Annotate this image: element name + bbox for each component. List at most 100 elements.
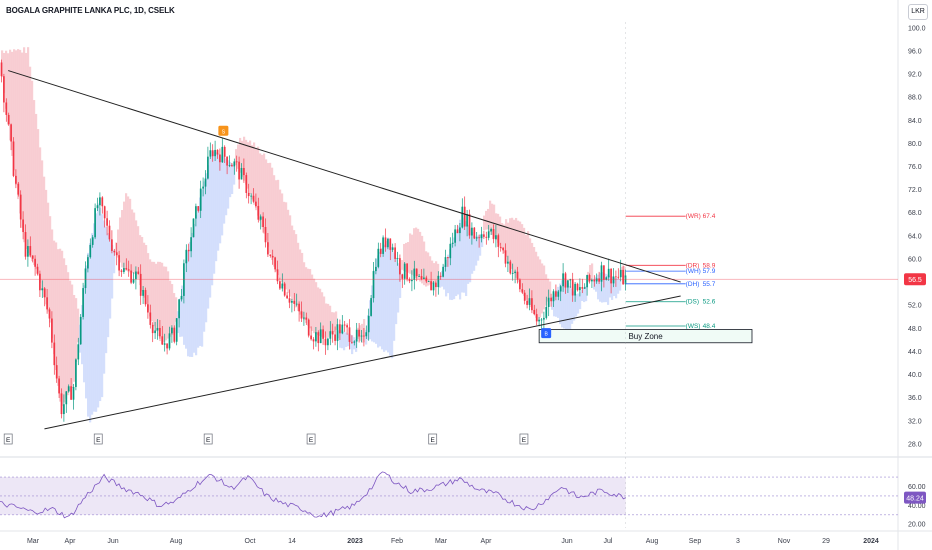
candle-up[interactable]: [79, 316, 82, 345]
candle-down[interactable]: [7, 114, 10, 125]
candle-down[interactable]: [535, 314, 538, 322]
candle-up[interactable]: [67, 386, 70, 392]
rsi-line[interactable]: [0, 471, 626, 519]
candle-down[interactable]: [425, 277, 428, 282]
candle-down[interactable]: [51, 318, 53, 343]
candle-up[interactable]: [507, 261, 509, 264]
candle-up[interactable]: [87, 257, 89, 269]
candle-down[interactable]: [276, 269, 279, 282]
candle-down[interactable]: [147, 304, 149, 313]
candle-up[interactable]: [487, 231, 490, 238]
candle-down[interactable]: [231, 165, 233, 167]
candle-down[interactable]: [34, 258, 36, 267]
buy-zone-box[interactable]: [538, 329, 753, 344]
candle-up[interactable]: [77, 344, 80, 360]
candle-up[interactable]: [214, 149, 216, 157]
candle-down[interactable]: [593, 279, 596, 282]
candle-down[interactable]: [399, 258, 401, 275]
candle-down[interactable]: [130, 270, 132, 283]
candle-down[interactable]: [550, 297, 552, 302]
candle-up[interactable]: [540, 319, 543, 321]
candle-down[interactable]: [125, 268, 128, 270]
candle-down[interactable]: [106, 218, 108, 226]
candle-up[interactable]: [168, 333, 171, 349]
candle-down[interactable]: [58, 378, 60, 394]
candle-up[interactable]: [132, 279, 135, 283]
candle-up[interactable]: [281, 283, 284, 289]
candle-up[interactable]: [461, 206, 464, 228]
candle-up[interactable]: [595, 278, 598, 282]
candle-down[interactable]: [238, 161, 240, 180]
candle-down[interactable]: [46, 297, 48, 310]
candle-up[interactable]: [202, 186, 204, 189]
candle-down[interactable]: [19, 194, 22, 220]
candle-up[interactable]: [569, 279, 572, 281]
candle-down[interactable]: [468, 214, 471, 236]
candle-up[interactable]: [142, 290, 144, 296]
candle-up[interactable]: [315, 332, 317, 342]
candle-up[interactable]: [624, 275, 627, 285]
candle-down[interactable]: [43, 288, 46, 298]
sell-signal-marker[interactable]: [218, 125, 229, 136]
candle-up[interactable]: [250, 195, 252, 197]
candle-up[interactable]: [451, 242, 454, 244]
candle-up[interactable]: [442, 266, 444, 277]
candle-down[interactable]: [252, 195, 255, 202]
candle-down[interactable]: [15, 175, 17, 184]
candle-up[interactable]: [413, 268, 416, 280]
candle-up[interactable]: [91, 237, 94, 245]
candle-down[interactable]: [3, 76, 5, 103]
candle-down[interactable]: [216, 149, 219, 155]
candle-down[interactable]: [283, 283, 286, 296]
candle-down[interactable]: [571, 279, 574, 296]
candle-down[interactable]: [526, 300, 528, 305]
candle-down[interactable]: [70, 386, 72, 400]
candle-down[interactable]: [255, 201, 257, 207]
candle-down[interactable]: [509, 261, 512, 274]
candle-up[interactable]: [591, 279, 593, 282]
candle-up[interactable]: [372, 271, 375, 299]
candle-down[interactable]: [267, 242, 269, 255]
candle-down[interactable]: [617, 276, 620, 278]
candle-down[interactable]: [531, 298, 533, 311]
candle-down[interactable]: [322, 329, 324, 339]
candle-down[interactable]: [271, 255, 274, 258]
candle-up[interactable]: [411, 279, 413, 282]
candle-up[interactable]: [154, 330, 156, 334]
candle-down[interactable]: [478, 237, 480, 239]
candle-up[interactable]: [123, 268, 125, 272]
candle-down[interactable]: [408, 279, 411, 282]
candle-up[interactable]: [41, 288, 44, 291]
earnings-marker[interactable]: [93, 433, 103, 445]
candle-down[interactable]: [463, 206, 466, 227]
candle-down[interactable]: [55, 365, 58, 379]
candle-down[interactable]: [305, 317, 308, 320]
candle-up[interactable]: [495, 235, 497, 240]
candle-up[interactable]: [605, 277, 608, 280]
candle-down[interactable]: [151, 324, 154, 334]
candle-up[interactable]: [567, 280, 569, 288]
candle-up[interactable]: [475, 237, 478, 239]
candle-up[interactable]: [89, 244, 92, 258]
candle-up[interactable]: [427, 281, 430, 283]
candle-down[interactable]: [439, 275, 442, 277]
candle-up[interactable]: [490, 229, 492, 232]
candle-down[interactable]: [300, 311, 303, 319]
candle-down[interactable]: [307, 319, 310, 336]
candle-down[interactable]: [564, 273, 567, 288]
candle-down[interactable]: [603, 265, 605, 280]
candle-up[interactable]: [552, 291, 555, 302]
candle-up[interactable]: [480, 234, 483, 239]
candle-up[interactable]: [195, 206, 197, 219]
candle-down[interactable]: [598, 278, 600, 282]
candle-down[interactable]: [235, 161, 238, 163]
candle-down[interactable]: [187, 249, 190, 252]
candle-down[interactable]: [343, 324, 346, 326]
candle-up[interactable]: [207, 156, 209, 179]
candle-down[interactable]: [447, 257, 449, 259]
candle-down[interactable]: [226, 156, 228, 166]
candle-up[interactable]: [511, 273, 514, 274]
candle-up[interactable]: [562, 273, 564, 287]
candle-up[interactable]: [204, 178, 207, 187]
